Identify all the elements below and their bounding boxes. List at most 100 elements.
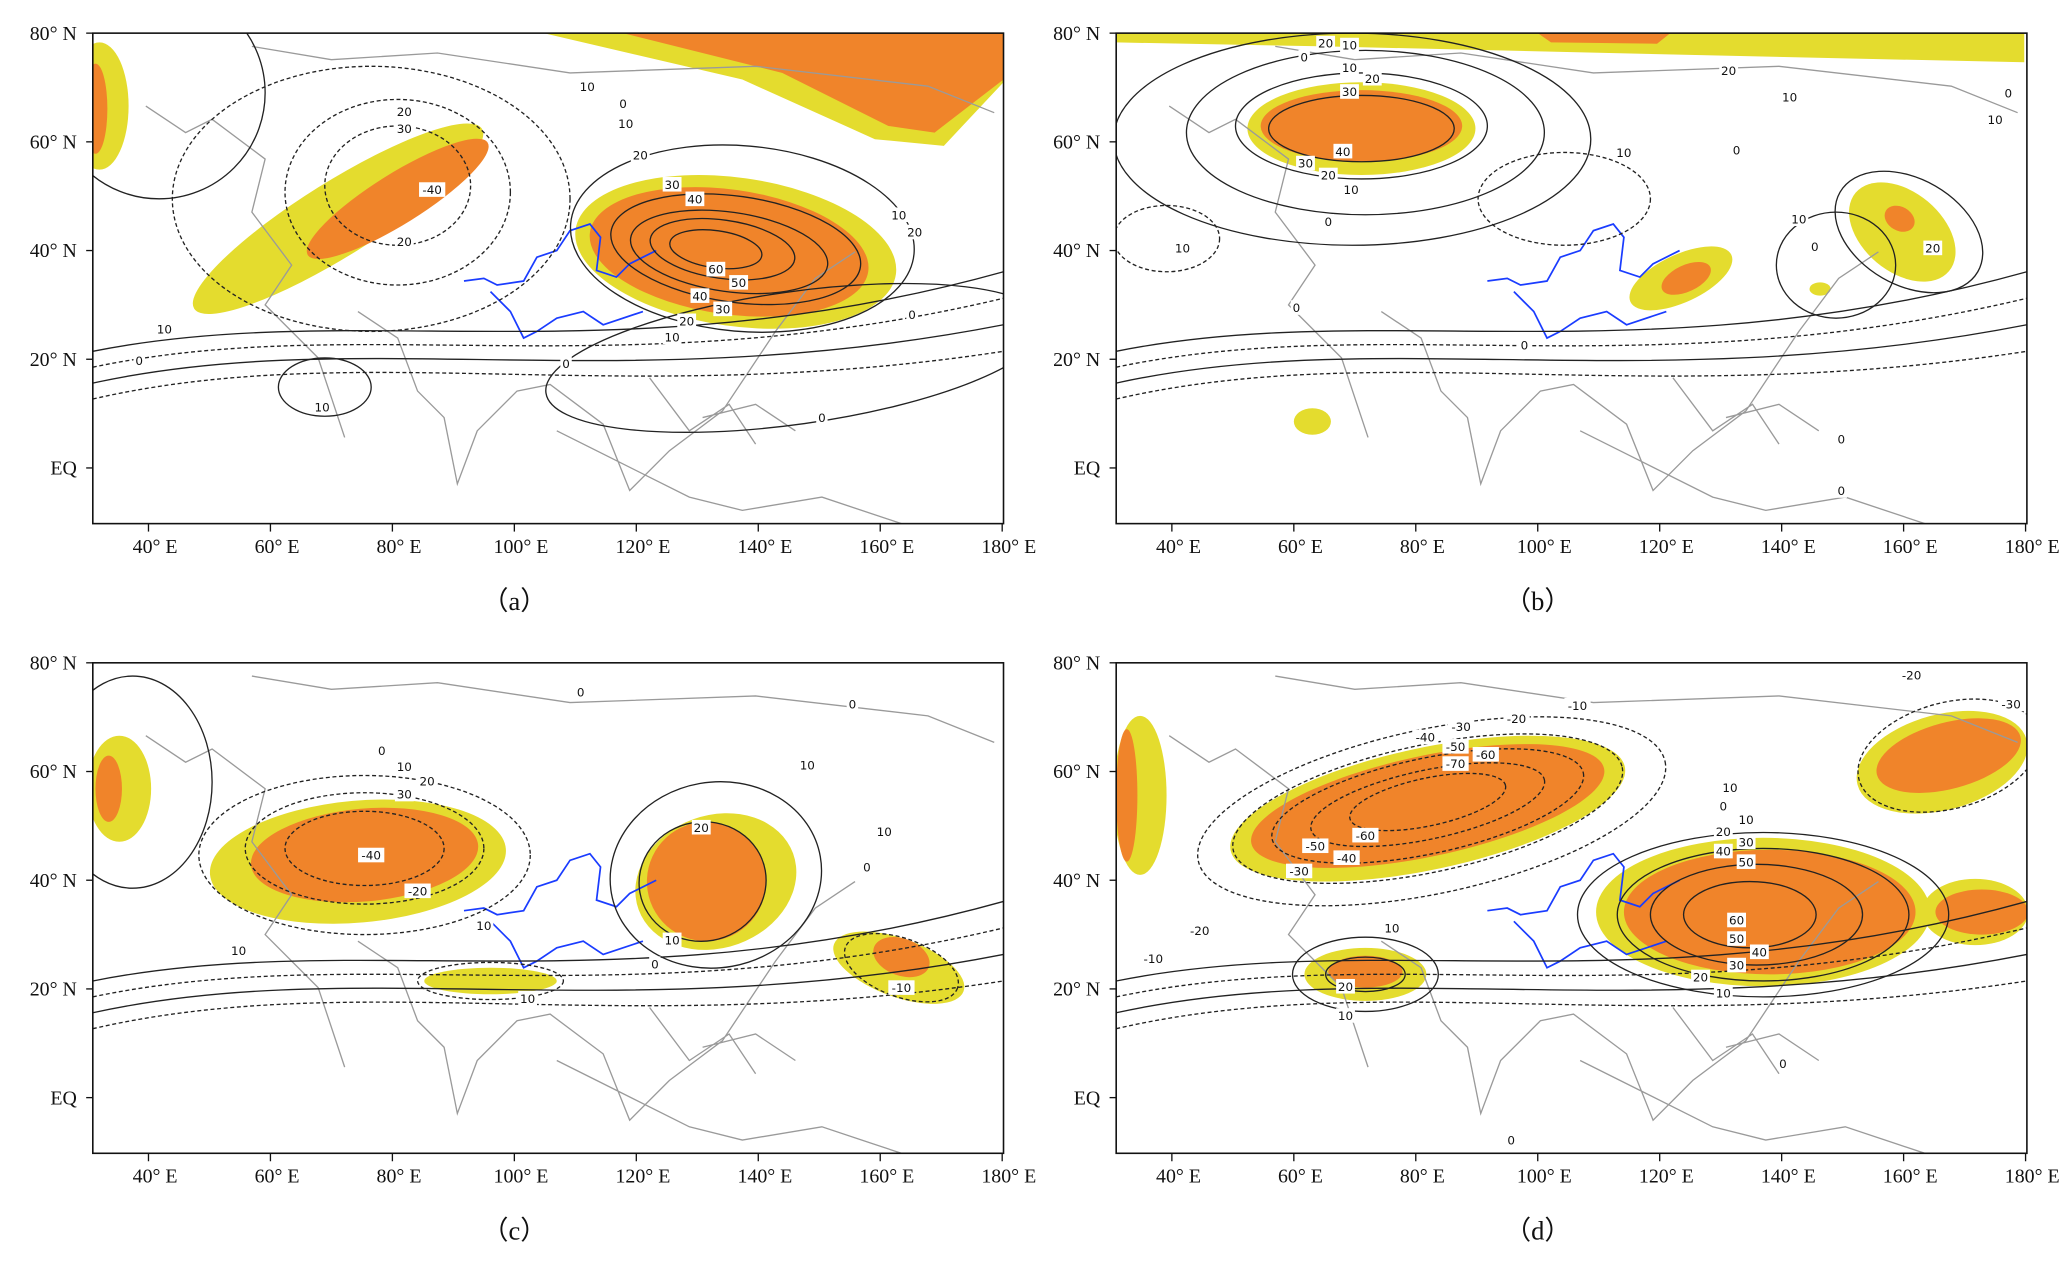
contour-label-bg [1777, 1055, 1789, 1071]
contour-label-bg [1362, 70, 1382, 86]
contour-label-bg [1835, 431, 1848, 447]
lon-tick-label: 140° E [737, 1165, 792, 1187]
contour-label-bg [1809, 239, 1821, 254]
contour-label: -30 [2001, 698, 2020, 712]
contour-label: 10 [665, 934, 680, 948]
contour-label-bg [1727, 931, 1746, 946]
contour-label: 10 [231, 944, 246, 958]
contour-label-bg [394, 233, 414, 249]
contour-negative [1857, 698, 2027, 813]
contour-label-bg [691, 819, 711, 835]
contour-negative [843, 932, 960, 1003]
contour-label-bg [690, 288, 710, 303]
lat-tick-label: 20° N [30, 349, 77, 371]
contour-label: 0 [818, 411, 826, 425]
contour-label-bg [1780, 89, 1800, 105]
lat-tick-label: 80° N [1053, 23, 1100, 45]
contour-label-bg [1727, 957, 1746, 973]
contour-label: -30 [1289, 865, 1308, 879]
plot-frame [92, 662, 1005, 1155]
map-panel-a: 102030-402010001020304060504030201010200… [30, 23, 1037, 616]
contour-positive [545, 282, 1004, 433]
contour-label: 0 [849, 698, 857, 712]
contour-label: 10 [891, 208, 906, 222]
contour-line [92, 980, 1004, 1030]
shading-high [1537, 33, 1671, 44]
contour-label: 20 [633, 149, 648, 163]
contour-negative [1271, 748, 1585, 864]
contour-negative [1232, 733, 1624, 885]
contour-label: 10 [1338, 1009, 1353, 1023]
lon-tick-label: 140° E [1761, 1165, 1816, 1187]
contour-label: 10 [520, 992, 535, 1006]
contour-label-bg [630, 147, 650, 163]
contour-label-bg [1382, 920, 1402, 936]
contour-label: 30 [715, 303, 730, 317]
contour-label: 20 [397, 235, 412, 249]
contour-label-bg [1503, 711, 1530, 726]
lat-tick-label: EQ [50, 1087, 77, 1109]
lon-tick-label: 160° E [859, 536, 914, 558]
contour-label-bg [1173, 240, 1192, 256]
contour-label: -20 [1190, 924, 1209, 938]
contour-label-bg [1333, 143, 1353, 159]
shading-low [1849, 182, 1956, 282]
lon-tick-label: 120° E [1639, 1165, 1694, 1187]
contour-label: 20 [907, 226, 922, 240]
lon-tick-label: 80° E [377, 536, 422, 558]
contour-label: 10 [1782, 90, 1797, 104]
lon-tick-label: 120° E [616, 1165, 671, 1187]
contour-label: 30 [1342, 85, 1357, 99]
contour-label-bg [376, 743, 388, 758]
contour-label: 20 [1338, 980, 1353, 994]
contour-label-bg [677, 313, 697, 329]
lat-tick-label: 20° N [1053, 349, 1100, 371]
shading-high [1884, 205, 1915, 232]
contour-line [1116, 980, 2027, 1030]
contour-label: 10 [1175, 242, 1190, 256]
contour-positive [277, 357, 372, 417]
contour-label: 10 [476, 919, 491, 933]
contour-label: 10 [1344, 183, 1359, 197]
contour-label-bg [1298, 49, 1310, 65]
contour-label-bg [1713, 843, 1733, 859]
shading-high [1116, 729, 1138, 862]
contour-label: -10 [1144, 952, 1163, 966]
contour-positive [1682, 880, 1817, 949]
contour-label: 10 [397, 760, 412, 774]
contour-line [92, 900, 1004, 982]
contour-label: -40 [1416, 731, 1435, 745]
contour-label: 0 [1324, 215, 1332, 229]
contour-label-bg [1290, 300, 1303, 315]
lon-tick-label: 180° E [981, 1165, 1036, 1187]
lon-tick-label: 100° E [494, 1165, 549, 1187]
river-yangtze-yellow [1487, 852, 1680, 969]
contour-label: 10 [1342, 61, 1357, 75]
coastline [145, 45, 995, 524]
contour-line [1116, 324, 2027, 384]
contour-negative [1477, 151, 1652, 246]
contour-line [1116, 297, 2027, 368]
contour-label-bg [1442, 756, 1469, 771]
contour-label: 10 [877, 825, 892, 839]
lon-tick-label: 160° E [1883, 1165, 1938, 1187]
contour-label: 10 [580, 80, 595, 94]
lon-tick-label: 180° E [2005, 1165, 2060, 1187]
map-area: -20 -30 -10 -20 -30 -40 -50 -60 -70 -60 -50 -40 -30 -… [1116, 667, 2027, 1154]
contour-label: 10 [1722, 781, 1737, 795]
contour-label: -40 [422, 183, 441, 197]
contour-label: 0 [1733, 143, 1741, 157]
contour-label-bg [1727, 912, 1746, 928]
lat-tick-label: 80° N [30, 652, 77, 674]
contour-label: 10 [665, 330, 680, 344]
contour-label-bg [1442, 739, 1469, 754]
contour-label-bg [797, 757, 817, 773]
contour-label-bg [577, 78, 597, 94]
contour-label: -60 [1356, 829, 1375, 843]
shading-high [92, 63, 108, 154]
contour-positive [649, 217, 796, 281]
contour-label-bg [1341, 182, 1361, 197]
lon-tick-label: 100° E [1517, 536, 1572, 558]
